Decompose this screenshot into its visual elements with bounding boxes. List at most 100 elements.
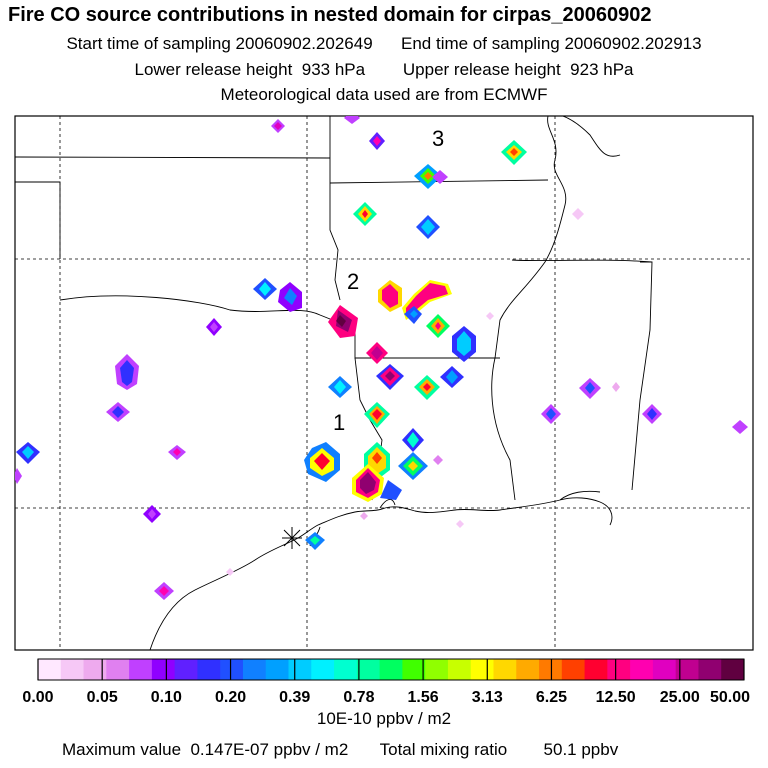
spot-ae — [16, 442, 40, 464]
spot-h — [572, 208, 584, 220]
colorbar-cell — [539, 659, 563, 680]
colorbar-cell — [151, 659, 176, 680]
spot-aj — [352, 464, 402, 502]
spot-t — [328, 376, 352, 398]
colorbar-cell — [334, 659, 358, 680]
spot-ad — [402, 428, 424, 452]
spot-k — [206, 318, 222, 336]
spot-al — [143, 505, 161, 523]
colorbar-cell — [493, 659, 517, 680]
spot-an — [154, 582, 174, 600]
start-time-label: Start time of sampling 20060902.202649 — [66, 34, 373, 53]
colorbar-units: 10E-10 ppbv / m2 — [316, 709, 452, 728]
spot-q — [366, 342, 388, 364]
colorbar-cell — [561, 659, 586, 680]
colorbar-cell — [220, 659, 244, 680]
map-title: Fire CO source contributions in nested d… — [8, 4, 652, 26]
annotation-1: 1 — [333, 410, 345, 435]
colorbar-tick-label: 12.50 — [596, 689, 636, 706]
colorbar-cell — [60, 659, 85, 680]
spot-e — [414, 164, 448, 189]
colorbar-cell — [652, 659, 677, 680]
colorbar-cell — [516, 659, 540, 680]
colorbar-tick-label: 3.13 — [472, 689, 503, 706]
colorbar-cell — [356, 659, 381, 680]
colorbar-cells — [37, 658, 745, 681]
colorbar-cell — [311, 659, 335, 680]
colorbar-tick-label: 0.78 — [343, 689, 374, 706]
colorbar-cell — [174, 659, 198, 680]
spot-v — [440, 366, 464, 388]
colorbar-cell — [83, 659, 107, 680]
spot-b — [344, 116, 360, 124]
colorbar-tick-label: 0.39 — [279, 689, 310, 706]
colorbar-tick-label: 0.00 — [22, 689, 53, 706]
colorbar-tick-label: 0.05 — [87, 689, 118, 706]
spot-ao — [226, 312, 494, 576]
spot-s — [115, 354, 139, 390]
spot-f — [353, 202, 377, 226]
spot-ah — [364, 442, 390, 480]
release-site-marker — [282, 527, 302, 549]
colorbar-tick-label: 0.10 — [151, 689, 182, 706]
spot-x — [612, 382, 620, 392]
spot-g — [416, 215, 440, 239]
colorbar-cell — [425, 659, 449, 680]
colorbar-cell — [197, 659, 221, 680]
met-data-label: Meteorological data used are from ECMWF — [220, 85, 548, 104]
end-time-label: End time of sampling 20060902.202913 — [401, 34, 702, 53]
spot-ab — [732, 420, 748, 434]
spot-u — [414, 375, 440, 400]
spot-ag — [304, 442, 340, 482]
lower-height-label: Lower release height 933 hPa — [134, 60, 366, 79]
spot-d — [501, 140, 527, 165]
colorbar-cell — [698, 659, 722, 680]
spot-z — [541, 404, 561, 424]
spot-aa — [642, 404, 662, 424]
colorbar-tick-label: 25.00 — [660, 689, 700, 706]
footer-stats: Maximum value 0.147E-07 ppbv / m2 Total … — [62, 740, 626, 760]
spot-i — [253, 278, 277, 300]
colorbar-cell — [721, 659, 745, 680]
spot-o — [426, 314, 450, 338]
colorbar-tick-label: 0.20 — [215, 689, 246, 706]
spot-n — [402, 280, 452, 324]
colorbar-cell — [242, 659, 267, 680]
spot-l — [328, 305, 358, 338]
release-heights: Lower release height 933 hPa Upper relea… — [0, 60, 768, 80]
spot-m — [378, 280, 402, 312]
spot-ac — [364, 402, 390, 428]
colorbar-cell — [470, 659, 494, 680]
spot-ai — [398, 452, 443, 480]
max-value-label: Maximum value 0.147E-07 ppbv / m2 — [62, 740, 349, 759]
colorbar-cell — [447, 659, 472, 680]
colorbar-tick-labels: 0.00 0.05 0.10 0.20 0.39 0.78 1.56 3.13 6.25 12.5… — [22, 659, 750, 706]
spot-a — [271, 119, 285, 133]
spot-r — [376, 364, 404, 390]
gulf-coastline — [149, 490, 613, 650]
sampling-times: Start time of sampling 20060902.202649 E… — [0, 34, 768, 54]
colorbar-cell — [675, 659, 699, 680]
annotation-2: 2 — [347, 269, 359, 294]
spot-y — [106, 402, 130, 422]
total-mixing-label: Total mixing ratio — [379, 740, 508, 759]
source-spots — [15, 116, 748, 600]
colorbar-cell — [129, 659, 153, 680]
spot-am — [305, 532, 325, 550]
colorbar-cell — [630, 659, 654, 680]
annotation-3: 3 — [432, 126, 444, 151]
spot-w — [579, 378, 601, 399]
total-mixing-value: 50.1 ppbv — [543, 740, 619, 759]
colorbar-cell — [379, 659, 403, 680]
colorbar-cell — [38, 659, 62, 680]
colorbar-cell — [106, 659, 130, 680]
colorbar-cell — [402, 659, 426, 680]
spot-ak — [15, 468, 22, 484]
spot-j — [278, 282, 302, 312]
upper-height-label: Upper release height 923 hPa — [402, 60, 634, 79]
colorbar-cell — [584, 659, 608, 680]
spot-af — [168, 445, 186, 460]
colorbar-cell — [607, 659, 631, 680]
